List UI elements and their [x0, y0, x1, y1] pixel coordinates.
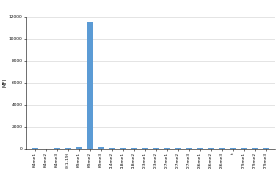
Bar — [131, 148, 137, 149]
Bar — [175, 148, 181, 149]
Bar — [219, 148, 225, 149]
Bar — [208, 148, 214, 149]
Bar — [87, 22, 93, 149]
Bar — [65, 148, 71, 149]
Bar — [76, 147, 82, 149]
Bar — [230, 148, 236, 149]
Bar — [251, 148, 258, 149]
Bar — [32, 148, 38, 149]
Bar — [262, 148, 269, 149]
Y-axis label: MFI: MFI — [2, 78, 8, 87]
Bar — [153, 148, 159, 149]
Bar — [197, 148, 203, 149]
Bar — [54, 148, 60, 149]
Bar — [120, 148, 126, 149]
Bar — [185, 148, 192, 149]
Text: Histone H3K9Me2 Monoclonal Antibody (Clone RM151): Histone H3K9Me2 Monoclonal Antibody (Clo… — [52, 5, 224, 10]
Bar — [142, 148, 148, 149]
Bar — [109, 148, 115, 149]
Bar — [164, 148, 170, 149]
Bar — [98, 147, 104, 149]
Bar — [241, 148, 247, 149]
